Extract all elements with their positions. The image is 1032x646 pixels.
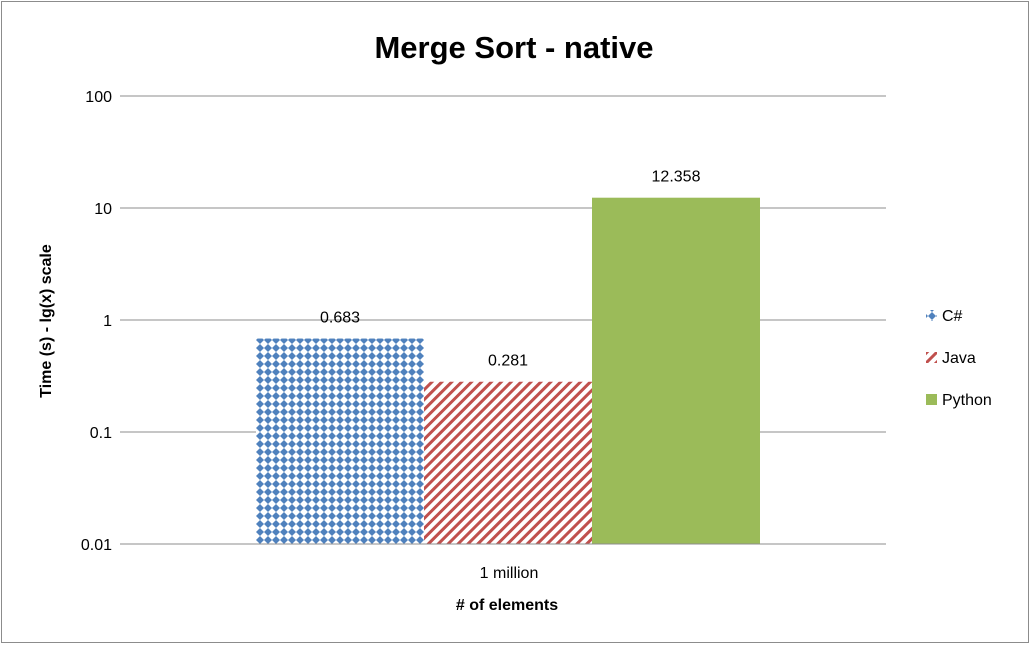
y-tick-label: 0.1: [90, 425, 112, 442]
legend-label: Python: [942, 392, 992, 409]
y-tick-label: 0.01: [81, 537, 112, 554]
legend-label: C#: [942, 308, 963, 325]
chart-title: Merge Sort - native: [374, 30, 653, 65]
gridlines: [126, 95, 886, 433]
legend: C# Java Python: [926, 308, 992, 409]
y-tick-label: 10: [94, 201, 112, 218]
y-tick-label: 100: [85, 89, 112, 106]
legend-swatch: [926, 394, 937, 405]
data-label: 12.358: [652, 169, 701, 186]
data-label: 0.683: [320, 310, 360, 327]
legend-swatch: [926, 310, 937, 321]
data-label: 0.281: [488, 353, 528, 370]
bar-python: [592, 197, 760, 545]
y-axis-ticks: 0.01 0.1 1 10 100: [81, 89, 126, 554]
data-labels: 0.683 0.281 12.358: [320, 169, 701, 370]
legend-label: Java: [942, 350, 976, 367]
bar-java: [424, 381, 592, 544]
legend-swatch: [926, 352, 937, 363]
x-tick-label: 1 million: [480, 565, 539, 582]
y-tick-label: 1: [103, 313, 112, 330]
y-axis-title: Time (s) - lg(x) scale: [38, 244, 55, 398]
x-axis-title: # of elements: [456, 597, 558, 614]
bar-c-: [256, 338, 424, 544]
bars: [256, 197, 760, 545]
